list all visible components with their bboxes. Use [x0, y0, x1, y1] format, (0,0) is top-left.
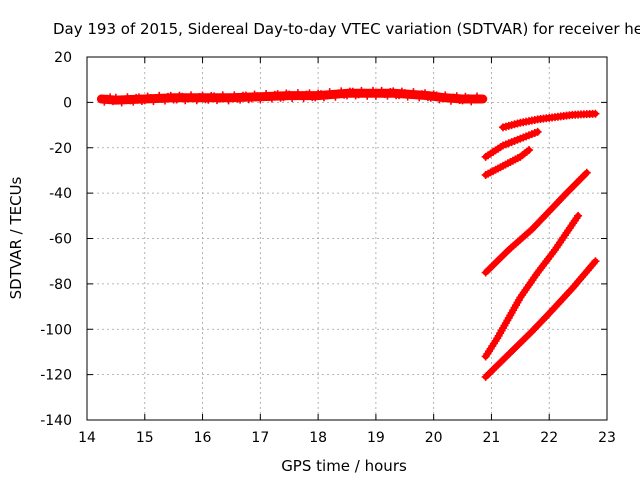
- y-tick-label: -100: [40, 322, 72, 338]
- series-2: [499, 109, 600, 132]
- y-tick-label: -20: [49, 141, 72, 157]
- data-point: [591, 109, 600, 118]
- series-3: [481, 127, 542, 161]
- y-tick-label: 0: [63, 95, 72, 111]
- x-tick-label: 16: [194, 430, 212, 446]
- y-tick-label: -140: [40, 413, 72, 429]
- ticks: [86, 56, 608, 421]
- data-point: [369, 86, 377, 95]
- x-tick-label: 20: [425, 430, 443, 446]
- data-point: [525, 146, 533, 155]
- x-tick-label: 22: [540, 430, 558, 446]
- x-axis-label: GPS time / hours: [281, 457, 407, 475]
- data-point: [591, 257, 600, 266]
- data-point: [574, 211, 583, 220]
- data-point: [533, 127, 542, 136]
- chart-title: Day 193 of 2015, Sidereal Day-to-day VTE…: [53, 20, 640, 38]
- y-tick-labels: -140 -120 -100 -80 -60 -40 -20 0 20: [40, 50, 72, 429]
- x-tick-label: 21: [483, 430, 501, 446]
- x-tick-label: 14: [78, 430, 96, 446]
- y-tick-label: -80: [49, 277, 72, 293]
- y-axis-label: SDTVAR / TECUs: [7, 176, 25, 299]
- series-4: [481, 146, 533, 179]
- data-point: [582, 168, 591, 177]
- data-points: [96, 86, 600, 381]
- x-tick-label: 15: [136, 430, 154, 446]
- series-5: [481, 168, 591, 277]
- y-tick-label: -60: [49, 232, 72, 248]
- x-tick-label: 18: [309, 430, 327, 446]
- series-1: [96, 86, 488, 107]
- x-tick-label: 23: [598, 430, 616, 446]
- x-tick-labels: 14 15 16 17 18 19 20 21 22 23: [78, 430, 616, 446]
- grid: [87, 57, 607, 420]
- y-tick-label: -40: [49, 186, 72, 202]
- series-7: [481, 257, 600, 381]
- series-6: [481, 211, 583, 361]
- y-tick-label: -120: [40, 368, 72, 384]
- y-tick-label: 20: [54, 50, 72, 66]
- x-tick-label: 17: [251, 430, 269, 446]
- data-point: [478, 94, 487, 103]
- x-tick-label: 19: [367, 430, 385, 446]
